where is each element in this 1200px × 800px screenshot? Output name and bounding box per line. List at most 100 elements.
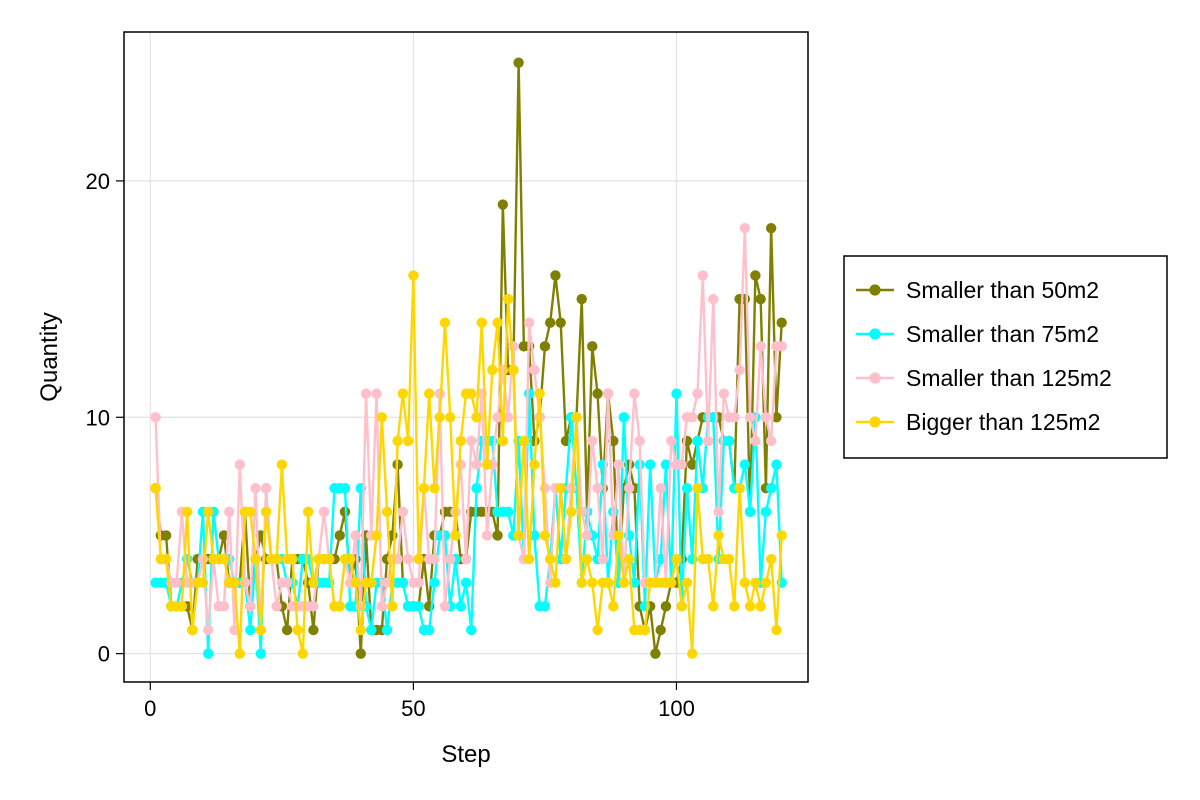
- x-tick-label: 50: [401, 696, 425, 721]
- data-point: [423, 388, 435, 399]
- data-point: [402, 553, 414, 565]
- legend-swatch-marker: [869, 284, 881, 296]
- data-point: [492, 317, 503, 328]
- data-point: [229, 577, 240, 588]
- data-point: [397, 388, 409, 399]
- data-point: [618, 412, 630, 423]
- series-line: [155, 392, 783, 655]
- data-point: [765, 435, 777, 447]
- data-point: [224, 506, 235, 518]
- data-point: [202, 648, 214, 659]
- data-point: [597, 553, 608, 565]
- y-axis-title: Quantity: [36, 312, 63, 401]
- data-point: [587, 435, 598, 447]
- data-point: [271, 553, 282, 565]
- legend-item: Bigger than 125m2: [856, 409, 1100, 435]
- data-point: [445, 553, 456, 565]
- data-point: [334, 530, 345, 541]
- data-point: [245, 624, 256, 636]
- data-point: [439, 601, 451, 612]
- data-point: [592, 388, 603, 399]
- data-point: [334, 601, 345, 612]
- data-point: [655, 624, 666, 636]
- data-point: [776, 530, 787, 541]
- data-point: [292, 624, 303, 636]
- legend-item: Smaller than 75m2: [856, 321, 1099, 347]
- data-point: [302, 506, 314, 518]
- data-point: [502, 412, 514, 423]
- legend-frame: [843, 255, 1168, 459]
- data-point: [497, 199, 509, 210]
- data-point: [513, 57, 524, 68]
- data-point: [697, 270, 708, 281]
- data-point: [771, 459, 782, 470]
- data-point: [397, 506, 409, 518]
- data-point: [744, 601, 756, 612]
- data-point: [371, 530, 382, 541]
- data-point: [734, 364, 745, 376]
- data-point: [197, 577, 209, 588]
- data-point: [497, 435, 509, 447]
- data-point: [455, 601, 466, 612]
- data-point: [234, 648, 245, 659]
- legend-label: Smaller than 75m2: [906, 321, 1099, 347]
- plot-frame: [123, 31, 809, 683]
- data-point: [260, 506, 272, 518]
- data-point: [534, 388, 545, 399]
- data-point: [502, 506, 514, 518]
- data-point: [318, 506, 330, 518]
- data-point: [692, 435, 703, 447]
- data-point: [681, 577, 693, 588]
- data-point: [466, 624, 477, 636]
- data-point: [755, 341, 766, 352]
- data-point: [739, 459, 751, 470]
- legend-label: Bigger than 125m2: [906, 409, 1100, 435]
- data-point: [308, 601, 319, 612]
- data-point: [450, 530, 461, 541]
- data-point: [555, 317, 566, 328]
- data-point: [245, 601, 256, 612]
- data-point: [281, 577, 293, 588]
- data-point: [439, 530, 451, 541]
- legend-label: Smaller than 125m2: [906, 365, 1112, 391]
- data-point: [508, 341, 519, 352]
- data-point: [660, 601, 672, 612]
- data-point: [360, 388, 372, 399]
- data-point: [171, 577, 182, 588]
- data-point: [529, 364, 540, 376]
- data-point: [397, 577, 409, 588]
- data-point: [160, 530, 172, 541]
- data-point: [250, 553, 261, 565]
- data-point: [555, 482, 566, 494]
- data-point: [460, 553, 472, 565]
- data-point: [576, 506, 587, 518]
- data-point: [455, 435, 466, 447]
- data-point: [418, 482, 430, 494]
- data-point: [518, 435, 530, 447]
- data-point: [755, 293, 766, 305]
- data-point: [729, 412, 740, 423]
- data-point: [429, 482, 440, 494]
- data-point: [339, 482, 351, 494]
- data-point: [739, 222, 751, 234]
- data-point: [776, 317, 787, 328]
- data-point: [471, 459, 482, 470]
- data-point: [413, 601, 424, 612]
- data-point: [460, 577, 472, 588]
- x-tick-label: 100: [658, 696, 695, 721]
- data-point: [255, 648, 266, 659]
- data-point: [539, 341, 551, 352]
- data-point: [576, 577, 587, 588]
- data-point: [366, 577, 377, 588]
- data-point: [765, 482, 777, 494]
- data-point: [723, 553, 735, 565]
- data-point: [618, 577, 630, 588]
- data-point: [466, 388, 477, 399]
- series-4: [150, 270, 787, 659]
- data-point: [287, 553, 298, 565]
- x-tick-label: 0: [144, 696, 156, 721]
- data-point: [523, 317, 535, 328]
- data-point: [666, 577, 677, 588]
- data-point: [255, 624, 266, 636]
